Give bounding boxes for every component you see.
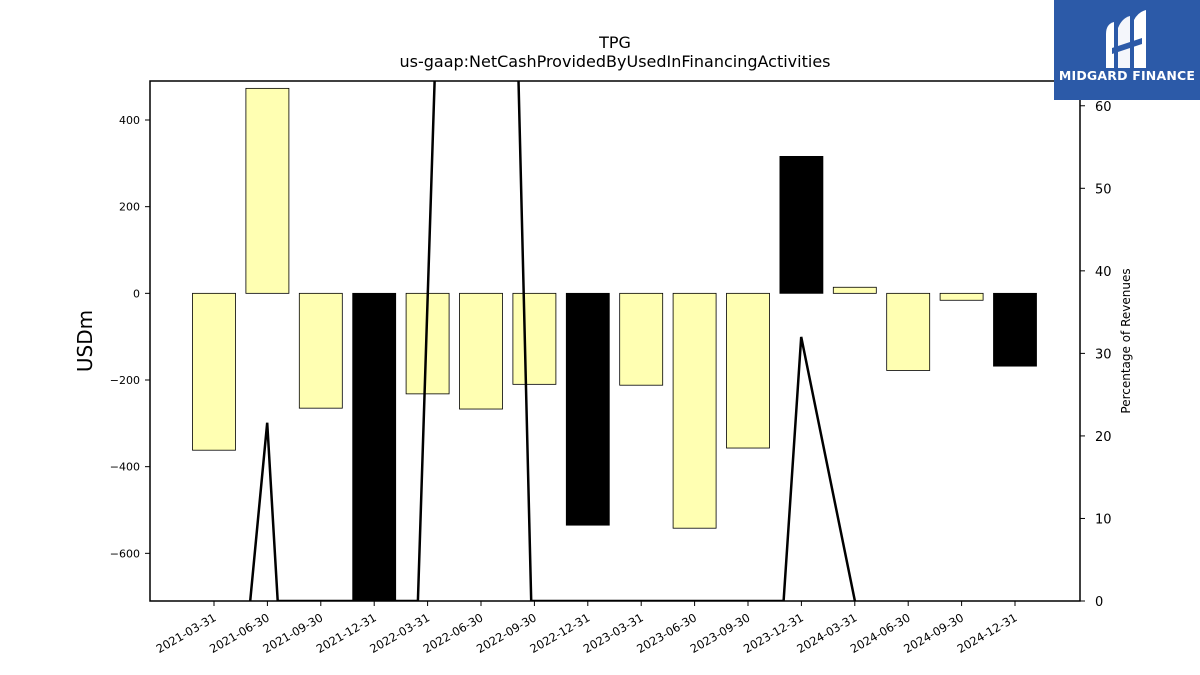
bars: [192, 87, 1037, 601]
x-tick-label: 2021-03-31: [154, 610, 219, 656]
y-tick-label: 0: [133, 287, 140, 300]
y2-axis-label: Percentage of Revenues: [1119, 268, 1133, 413]
bar-2024-12-31: [993, 292, 1037, 367]
bar-2021-09-30: [298, 292, 343, 409]
x-tick-label: 2022-03-31: [367, 610, 432, 656]
bar-2023-03-31: [619, 292, 664, 386]
y2-tick-label: 50: [1095, 182, 1112, 197]
bar-2021-03-31: [192, 292, 236, 451]
x-axis: 2021-03-312021-06-302021-09-302021-12-31…: [154, 601, 1020, 656]
y2-tick-label: 60: [1095, 100, 1112, 115]
x-tick-label: 2024-09-30: [901, 610, 966, 656]
x-tick-label: 2024-12-31: [955, 610, 1020, 656]
bar-2024-06-30: [886, 292, 931, 371]
left-axis: −600 −400 −200 0 200 400: [110, 114, 150, 560]
chart-subtitle: us-gaap:NetCashProvidedByUsedInFinancing…: [399, 52, 831, 71]
bar-2023-06-30: [672, 292, 717, 529]
right-axis: 0 10 20 30 40 50 60: [1080, 100, 1112, 610]
y2-tick-label: 0: [1095, 595, 1103, 610]
bar-2021-06-30: [245, 87, 290, 294]
x-tick-label: 2021-09-30: [260, 610, 325, 656]
x-tick-label: 2023-03-31: [581, 610, 646, 656]
y2-tick-label: 40: [1095, 265, 1112, 280]
logo-mark-icon: [1106, 10, 1146, 68]
y-tick-label: −200: [110, 374, 140, 387]
bar-2022-12-31: [565, 292, 610, 526]
y2-tick-label: 30: [1095, 347, 1112, 362]
chart-title: TPG: [599, 33, 631, 52]
logo-text: MIDGARD FINANCE: [1058, 68, 1196, 83]
y-tick-label: −600: [110, 547, 140, 560]
bar-2021-12-31: [352, 292, 397, 601]
x-tick-label: 2021-12-31: [314, 610, 379, 656]
x-tick-label: 2022-06-30: [421, 610, 486, 656]
bar-2022-09-30: [512, 292, 557, 385]
x-tick-label: 2024-06-30: [848, 610, 913, 656]
percentage-series-line: [248, 81, 857, 601]
plot-frame: [149, 80, 1081, 602]
bar-2023-09-30: [726, 292, 770, 449]
bar-2024-09-30: [939, 292, 984, 301]
brand-logo: MIDGARD FINANCE: [1054, 0, 1200, 100]
y2-tick-label: 20: [1095, 430, 1112, 445]
x-tick-label: 2023-06-30: [634, 610, 699, 656]
x-tick-label: 2024-03-31: [794, 610, 859, 656]
x-tick-label: 2022-12-31: [527, 610, 592, 656]
y-axis-label: USDm: [73, 310, 97, 372]
y-tick-label: −400: [110, 461, 140, 474]
bar-2024-03-31: [832, 286, 877, 294]
x-tick-label: 2023-09-30: [688, 610, 753, 656]
x-tick-label: 2022-09-30: [474, 610, 539, 656]
y-tick-label: 200: [119, 201, 140, 214]
x-tick-label: 2021-06-30: [207, 610, 272, 656]
percentage-line: [248, 81, 857, 601]
y-tick-label: 400: [119, 114, 140, 127]
x-tick-label: 2023-12-31: [741, 610, 806, 656]
bar-2022-06-30: [459, 292, 503, 410]
bar-2023-12-31: [779, 155, 824, 294]
y2-tick-label: 10: [1095, 512, 1112, 527]
